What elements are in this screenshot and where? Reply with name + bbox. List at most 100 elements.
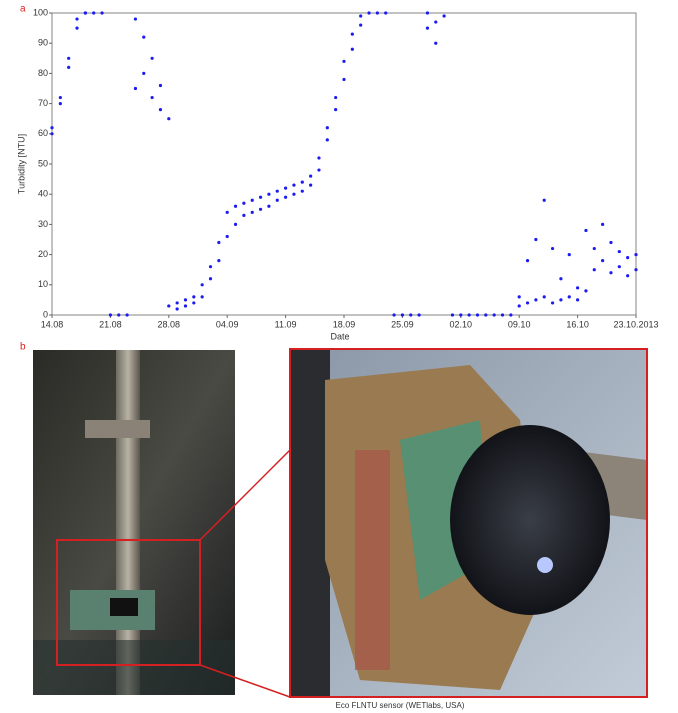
data-point: [75, 26, 79, 30]
data-point: [559, 298, 563, 302]
plot-area: [51, 12, 637, 316]
y-tick-label: 30: [38, 219, 48, 229]
sensor-light: [537, 557, 553, 573]
data-point: [267, 192, 271, 196]
data-point: [233, 222, 238, 226]
y-tick-label: 10: [38, 279, 48, 289]
data-point: [183, 304, 188, 308]
y-axis-label: Turbidity [NTU]: [16, 134, 26, 194]
data-point: [292, 183, 296, 187]
data-point: [58, 102, 62, 106]
data-point: [334, 95, 338, 100]
x-tick-label: 25.09: [391, 319, 414, 329]
panel-label: a: [20, 4, 26, 15]
data-point: [67, 65, 71, 69]
data-point: [634, 253, 638, 257]
x-tick-label: 11.09: [275, 319, 297, 329]
data-point: [409, 313, 413, 317]
data-point: [125, 313, 129, 317]
data-point: [284, 195, 288, 199]
data-point: [284, 186, 288, 190]
plot-frame: [51, 12, 637, 316]
x-tick-label: 09.10: [508, 319, 531, 329]
panel-label: b: [20, 342, 26, 353]
x-tick-label: 14.08: [41, 319, 64, 329]
data-point: [275, 189, 279, 193]
x-tick-label: 02.10: [450, 319, 473, 329]
data-point: [158, 83, 163, 88]
data-point: [559, 277, 563, 281]
data-point: [350, 47, 354, 51]
data-point: [175, 301, 179, 305]
data-point: [576, 298, 580, 302]
data-point: [183, 298, 188, 302]
data-point: [417, 313, 421, 317]
data-point: [517, 304, 521, 308]
data-point: [626, 256, 630, 260]
data-point: [400, 313, 404, 317]
y-tick-label: 100: [33, 7, 48, 17]
data-point: [567, 295, 571, 299]
data-point: [342, 77, 346, 82]
data-point: [467, 313, 471, 317]
data-point: [459, 313, 463, 317]
data-point: [117, 313, 121, 317]
data-point: [534, 237, 538, 242]
data-point: [525, 259, 530, 263]
data-point: [517, 295, 521, 299]
y-tick-label: 80: [38, 68, 48, 78]
data-point: [634, 268, 638, 272]
data-point: [167, 117, 171, 121]
x-tick-label: 04.09: [216, 319, 239, 329]
data-point: [133, 86, 138, 91]
x-tick-label: 21.08: [99, 319, 122, 329]
photo-right: [289, 348, 648, 698]
data-point: [192, 301, 196, 305]
data-point: [525, 301, 530, 305]
data-point: [475, 313, 480, 317]
data-point: [217, 259, 221, 263]
data-point: [434, 41, 438, 45]
data-point: [267, 204, 271, 208]
data-point: [492, 313, 496, 317]
data-point: [584, 289, 588, 293]
data-point: [233, 204, 238, 208]
data-point: [542, 198, 546, 202]
data-point: [75, 17, 79, 21]
data-point: [542, 295, 546, 299]
data-point: [626, 274, 630, 278]
data-point: [550, 301, 555, 305]
data-point: [200, 295, 204, 299]
data-point: [425, 26, 430, 30]
data-point: [617, 249, 621, 254]
zoom-line: [199, 449, 291, 541]
data-point: [300, 180, 304, 184]
data-point: [50, 126, 54, 130]
data-point: [258, 195, 263, 199]
data-point: [92, 11, 96, 15]
x-tick-label: 28.08: [158, 319, 181, 329]
data-point: [350, 32, 354, 36]
data-point: [434, 20, 438, 24]
zoom-box: [56, 539, 201, 666]
data-point: [300, 189, 304, 193]
data-point: [175, 307, 179, 311]
data-point: [133, 17, 138, 21]
data-point: [242, 201, 246, 205]
data-point: [334, 108, 338, 112]
data-point: [275, 198, 279, 202]
data-point: [317, 156, 321, 160]
dark-edge: [290, 349, 330, 697]
data-point: [192, 295, 196, 299]
data-point: [292, 192, 296, 196]
y-tick-label: 40: [38, 189, 48, 199]
data-point: [442, 14, 446, 18]
data-point: [567, 253, 571, 257]
data-point: [609, 240, 613, 245]
data-point: [217, 240, 221, 245]
data-point: [384, 11, 388, 15]
data-point: [500, 313, 505, 317]
data-point: [325, 126, 329, 130]
data-point: [550, 246, 555, 251]
